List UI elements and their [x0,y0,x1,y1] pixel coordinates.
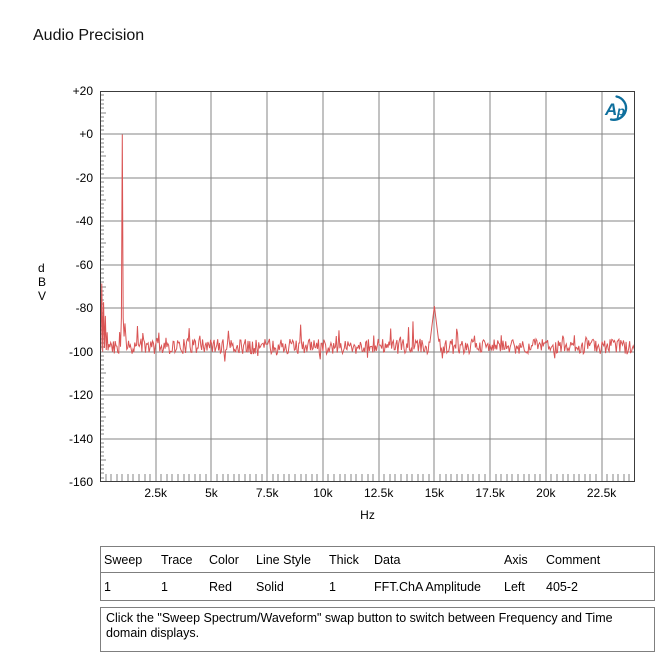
col-header-data: Data [374,552,401,567]
y-unit-letter: B [38,275,47,289]
fft-trace [100,134,635,362]
y-axis-unit-label: d B V [38,261,52,303]
y-tick-label: -120 [68,388,93,403]
col-header-trace: Trace [161,552,193,567]
x-tick-label: 10k [313,486,333,500]
y-tick-label: -160 [68,475,93,489]
trace-legend-table: Sweep Trace Color Line Style Thick Data … [100,546,655,601]
x-axis-tick-labels: 2.5k 5k 7.5k 10k 12.5k 15k 17.5k 20k 22.5k [100,484,635,502]
info-note: Click the "Sweep Spectrum/Waveform" swap… [100,607,655,652]
page-title: Audio Precision [33,27,145,44]
x-tick-label: 22.5k [586,486,617,500]
y-tick-label: -40 [75,214,93,229]
x-tick-label: 12.5k [363,486,394,500]
x-tick-label: 2.5k [144,486,168,500]
x-tick-label: 20k [536,486,556,500]
plot-frame [100,91,635,482]
col-header-axis: Axis [504,552,528,567]
y-unit-letter: d [38,261,45,275]
cell-trace: 1 [161,579,168,594]
x-tick-label: 5k [205,486,218,500]
y-tick-label: -60 [75,257,93,272]
y-tick-label: +0 [79,127,93,142]
legend-table-row: 1 1 Red Solid 1 FFT.ChA Amplitude Left 4… [101,573,654,600]
y-tick-label: -80 [75,301,93,316]
y-tick-label: -100 [68,344,93,359]
y-tick-label: -20 [75,170,93,185]
x-tick-label: 17.5k [475,486,505,500]
grid-lines [100,91,635,482]
cell-thick: 1 [329,579,336,594]
col-header-comment: Comment [546,552,601,567]
audio-precision-logo-icon: A p [604,95,628,121]
cell-color: Red [209,579,232,594]
x-tick-label: 7.5k [255,486,279,500]
cell-data: FFT.ChA Amplitude [374,579,481,594]
legend-table-header-row: Sweep Trace Color Line Style Thick Data … [101,547,654,573]
x-axis-unit-label: Hz [360,508,375,522]
x-tick-label: 15k [424,486,445,500]
col-header-sweep: Sweep [104,552,143,567]
cell-axis: Left [504,579,525,594]
cell-sweep: 1 [104,579,111,594]
logo-swoosh [609,95,628,121]
spectrum-plot: A p [100,91,635,482]
y-axis-tick-labels: +20 +0 -20 -40 -60 -80 -100 -120 -140 -160 [0,84,96,489]
fft-trace-line [100,134,635,362]
y-tick-label: -140 [68,431,93,446]
spectrum-plot-canvas [100,91,635,482]
y-tick-label: +20 [72,84,93,98]
cell-comment: 405-2 [546,579,578,594]
col-header-linestyle: Line Style [256,552,311,567]
col-header-thick: Thick [329,552,359,567]
y-unit-letter: V [38,289,47,303]
cell-linestyle: Solid [256,579,284,594]
logo-letter-a: A [604,100,617,119]
logo-letter-p: p [616,104,625,119]
col-header-color: Color [209,552,239,567]
